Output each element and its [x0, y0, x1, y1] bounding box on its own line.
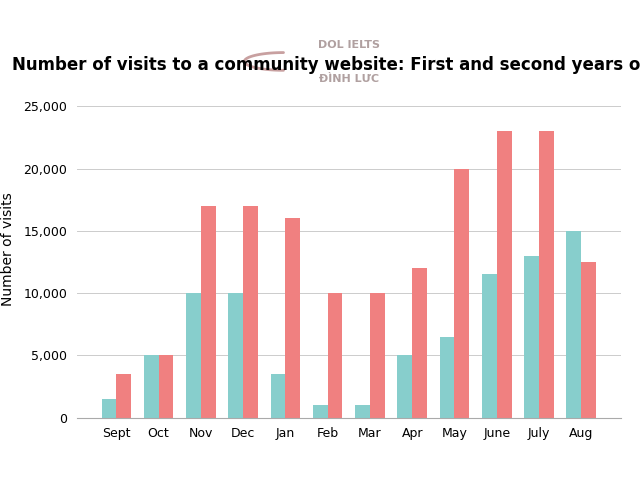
Bar — [144, 355, 159, 418]
Bar — [271, 374, 285, 418]
Bar — [581, 262, 596, 418]
Bar — [328, 293, 342, 418]
Bar — [355, 405, 370, 418]
Bar — [285, 218, 300, 418]
Bar — [539, 132, 554, 418]
Bar — [186, 293, 201, 418]
Bar — [412, 268, 427, 418]
Bar — [228, 293, 243, 418]
Legend: First year of use, Second year of use: First year of use, Second year of use — [170, 476, 527, 480]
Bar — [397, 355, 412, 418]
Y-axis label: Number of visits: Number of visits — [1, 193, 15, 306]
Title: Number of visits to a community website: First and second years of use: Number of visits to a community website:… — [12, 57, 640, 74]
Bar — [370, 293, 385, 418]
Bar — [102, 399, 116, 418]
Bar — [243, 206, 258, 418]
Text: ĐÌNH LỰC: ĐÌNH LỰC — [319, 72, 379, 84]
Bar — [313, 405, 328, 418]
Bar — [440, 336, 454, 418]
Bar — [454, 168, 469, 418]
Bar — [116, 374, 131, 418]
Bar — [524, 256, 539, 418]
Text: DOL IELTS: DOL IELTS — [318, 40, 380, 49]
Bar — [482, 275, 497, 418]
Bar — [497, 132, 511, 418]
Bar — [159, 355, 173, 418]
Bar — [566, 231, 581, 418]
Bar — [201, 206, 216, 418]
